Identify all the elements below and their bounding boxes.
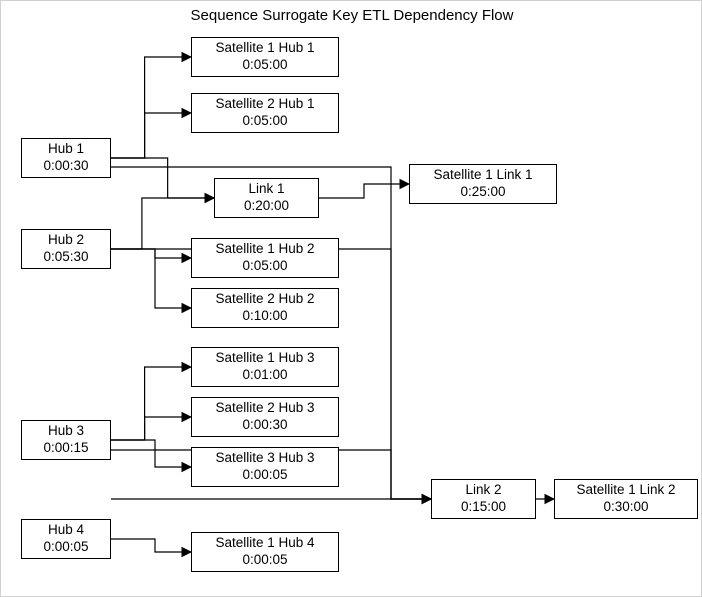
node-label: Hub 3 bbox=[48, 423, 84, 440]
node-time: 0:05:00 bbox=[242, 57, 287, 74]
node-time: 0:00:30 bbox=[43, 158, 88, 175]
edge bbox=[111, 417, 191, 440]
node-label: Hub 2 bbox=[48, 232, 84, 249]
node-s2h1: Satellite 2 Hub 10:05:00 bbox=[191, 93, 339, 133]
node-label: Satellite 1 Hub 3 bbox=[215, 350, 314, 367]
node-s1h3: Satellite 1 Hub 30:01:00 bbox=[191, 347, 339, 387]
node-label: Link 1 bbox=[248, 181, 284, 198]
edge bbox=[111, 440, 191, 467]
node-label: Satellite 1 Link 2 bbox=[576, 482, 675, 499]
node-time: 0:20:00 bbox=[244, 198, 289, 215]
node-label: Satellite 2 Hub 1 bbox=[215, 96, 314, 113]
node-time: 0:25:00 bbox=[460, 184, 505, 201]
edge bbox=[111, 113, 191, 158]
node-time: 0:01:00 bbox=[242, 367, 287, 384]
node-time: 0:30:00 bbox=[603, 499, 648, 516]
node-hub1: Hub 10:00:30 bbox=[21, 138, 111, 178]
node-time: 0:00:30 bbox=[242, 417, 287, 434]
edge bbox=[319, 184, 409, 198]
node-time: 0:05:30 bbox=[43, 249, 88, 266]
edge bbox=[111, 539, 191, 552]
node-label: Satellite 1 Hub 1 bbox=[215, 40, 314, 57]
edge bbox=[111, 249, 191, 258]
node-s1l2: Satellite 1 Link 20:30:00 bbox=[554, 479, 698, 519]
node-s2h2: Satellite 2 Hub 20:10:00 bbox=[191, 288, 339, 328]
node-label: Satellite 2 Hub 2 bbox=[215, 291, 314, 308]
diagram-canvas: Sequence Surrogate Key ETL Dependency Fl… bbox=[0, 0, 702, 597]
node-label: Satellite 1 Hub 4 bbox=[215, 535, 314, 552]
node-s1h2: Satellite 1 Hub 20:05:00 bbox=[191, 238, 339, 278]
node-time: 0:10:00 bbox=[242, 308, 287, 325]
node-time: 0:00:15 bbox=[43, 440, 88, 457]
node-label: Satellite 1 Hub 2 bbox=[215, 241, 314, 258]
node-link1: Link 10:20:00 bbox=[214, 178, 319, 218]
node-time: 0:00:05 bbox=[242, 467, 287, 484]
node-time: 0:00:05 bbox=[43, 539, 88, 556]
node-label: Hub 1 bbox=[48, 141, 84, 158]
edge bbox=[111, 57, 191, 158]
edge bbox=[111, 367, 191, 440]
node-label: Satellite 3 Hub 3 bbox=[215, 450, 314, 467]
edge bbox=[111, 158, 214, 198]
node-label: Satellite 2 Hub 3 bbox=[215, 400, 314, 417]
node-label: Satellite 1 Link 1 bbox=[433, 167, 532, 184]
diagram-title: Sequence Surrogate Key ETL Dependency Fl… bbox=[1, 7, 702, 24]
node-time: 0:00:05 bbox=[242, 552, 287, 569]
node-hub3: Hub 30:00:15 bbox=[21, 420, 111, 460]
node-hub4: Hub 40:00:05 bbox=[21, 519, 111, 559]
node-time: 0:15:00 bbox=[461, 499, 506, 516]
node-label: Link 2 bbox=[465, 482, 501, 499]
edge bbox=[111, 249, 191, 308]
node-hub2: Hub 20:05:30 bbox=[21, 229, 111, 269]
node-s1h1: Satellite 1 Hub 10:05:00 bbox=[191, 37, 339, 77]
node-label: Hub 4 bbox=[48, 522, 84, 539]
node-s1l1: Satellite 1 Link 10:25:00 bbox=[409, 164, 557, 204]
node-link2: Link 20:15:00 bbox=[431, 479, 536, 519]
node-time: 0:05:00 bbox=[242, 113, 287, 130]
node-s1h4: Satellite 1 Hub 40:00:05 bbox=[191, 532, 339, 572]
node-s3h3: Satellite 3 Hub 30:00:05 bbox=[191, 447, 339, 487]
node-s2h3: Satellite 2 Hub 30:00:30 bbox=[191, 397, 339, 437]
node-time: 0:05:00 bbox=[242, 258, 287, 275]
